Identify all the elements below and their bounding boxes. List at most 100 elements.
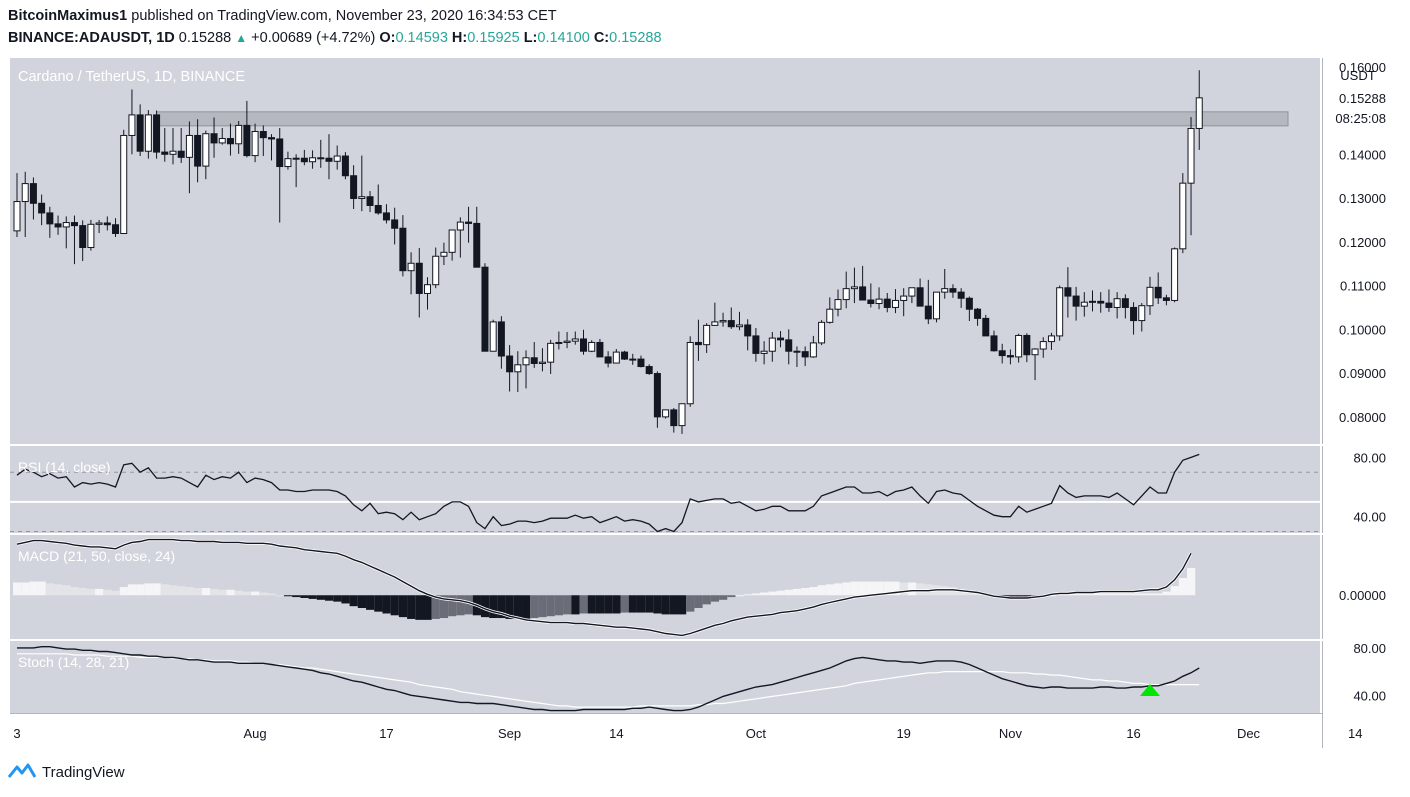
bullish-signal-arrow: [1139, 684, 1160, 696]
macd-histogram-bar: [283, 595, 293, 597]
macd-histogram-bar: [341, 595, 350, 604]
candle-body: [185, 134, 193, 158]
time-axis-label: 3: [13, 726, 20, 741]
time-axis-label: 14: [609, 726, 623, 741]
candle-body: [292, 157, 300, 160]
candle-body: [1138, 305, 1146, 322]
candle-body: [933, 291, 941, 320]
candle-body: [432, 255, 440, 286]
macd-histogram-bar: [669, 595, 678, 615]
macd-histogram-bar: [275, 595, 284, 597]
macd-histogram-bar: [374, 595, 383, 612]
macd-histogram-bar: [185, 587, 194, 596]
candle-body: [153, 114, 161, 153]
stoch-axis-label: 80.00: [1353, 641, 1386, 656]
time-axis-label: Sep: [498, 726, 521, 741]
macd-histogram-bar: [415, 595, 424, 620]
macd-histogram-bar: [620, 595, 629, 613]
candle-body: [1154, 286, 1162, 299]
macd-histogram-bar: [907, 582, 917, 596]
candle-body: [834, 299, 842, 310]
macd-histogram-bar: [431, 595, 440, 619]
time-axis-label: 17: [379, 726, 393, 741]
close-value: 0.15288: [609, 30, 662, 46]
candle-body: [1113, 298, 1121, 308]
candle-body: [1097, 300, 1105, 304]
candle-body: [243, 124, 251, 157]
candle-body: [777, 337, 785, 341]
last-price: 0.15288: [178, 30, 232, 46]
candle-body: [1130, 306, 1138, 322]
macd-histogram-bar: [1096, 593, 1105, 596]
candle-body: [842, 288, 850, 301]
candle-body: [522, 357, 530, 366]
candle-body: [982, 317, 990, 337]
pane-separator: [10, 639, 1340, 641]
candle-body: [629, 358, 637, 361]
macd-histogram-bar: [554, 595, 564, 616]
candle-body: [908, 287, 916, 297]
macd-histogram-bar: [218, 589, 227, 596]
candle-body: [415, 262, 423, 294]
candle-body: [1179, 182, 1187, 250]
candle-body: [1121, 298, 1129, 308]
candle-body: [284, 158, 292, 168]
candle-body: [169, 150, 177, 155]
price-axis-label: 0.16000: [1339, 60, 1386, 75]
candle-body: [1056, 287, 1064, 337]
macd-histogram-bar: [300, 595, 309, 598]
macd-histogram-bar: [259, 592, 268, 596]
time-axis-label: 16: [1126, 726, 1140, 741]
macd-histogram-bar: [1145, 593, 1155, 596]
macd-histogram-bar: [1137, 593, 1146, 596]
candle-body: [596, 341, 604, 358]
publisher-name[interactable]: BitcoinMaximus1: [8, 8, 128, 24]
candle-body: [268, 137, 276, 140]
candle-body: [440, 251, 448, 257]
candle-body: [309, 157, 317, 163]
macd-histogram-bar: [456, 595, 465, 616]
candle-body: [1187, 127, 1195, 184]
candle-body: [456, 221, 464, 231]
macd-histogram-bar: [448, 595, 457, 617]
price-axis-label: 0.13000: [1339, 191, 1386, 206]
macd-histogram-bar: [1154, 593, 1163, 596]
macd-histogram-bar: [464, 595, 473, 615]
candle-body: [957, 291, 965, 299]
macd-histogram-bar: [21, 582, 30, 596]
macd-histogram-bar: [735, 595, 744, 597]
macd-histogram-bar: [144, 583, 153, 596]
candle-body: [711, 321, 719, 326]
candle-body: [325, 157, 333, 162]
macd-histogram-bar: [883, 581, 892, 596]
time-axis-label: Dec: [1237, 726, 1261, 741]
time-axis-label: Aug: [244, 726, 267, 741]
candle-body: [13, 201, 21, 232]
candle-body: [1031, 348, 1039, 356]
candle-body: [144, 114, 152, 152]
candle-body: [38, 202, 46, 214]
time-axis-label: 19: [896, 726, 910, 741]
macd-histogram-bar: [604, 595, 613, 614]
stoch-k-line: [17, 646, 1200, 712]
macd-histogram-bar: [13, 582, 22, 596]
macd-histogram-bar: [776, 590, 785, 596]
macd-histogram-bar: [86, 588, 96, 596]
candle-body: [571, 338, 579, 342]
macd-histogram-bar: [136, 584, 145, 596]
macd-histogram-bar: [719, 595, 728, 600]
candle-body: [916, 287, 924, 307]
price-axis-label: 0.10000: [1339, 322, 1386, 337]
candle-body: [686, 341, 694, 405]
candle-body: [161, 151, 169, 155]
macd-histogram-bar: [316, 595, 325, 600]
currency-label: USDT: [1340, 68, 1375, 83]
macd-histogram-bar: [497, 595, 506, 619]
macd-histogram-bar: [694, 595, 703, 609]
rsi-axis-label: 80.00: [1353, 450, 1386, 465]
macd-histogram-bar: [792, 588, 802, 596]
candle-body: [1006, 355, 1014, 358]
macd-histogram-bar: [661, 595, 670, 615]
candle-body: [809, 342, 817, 358]
